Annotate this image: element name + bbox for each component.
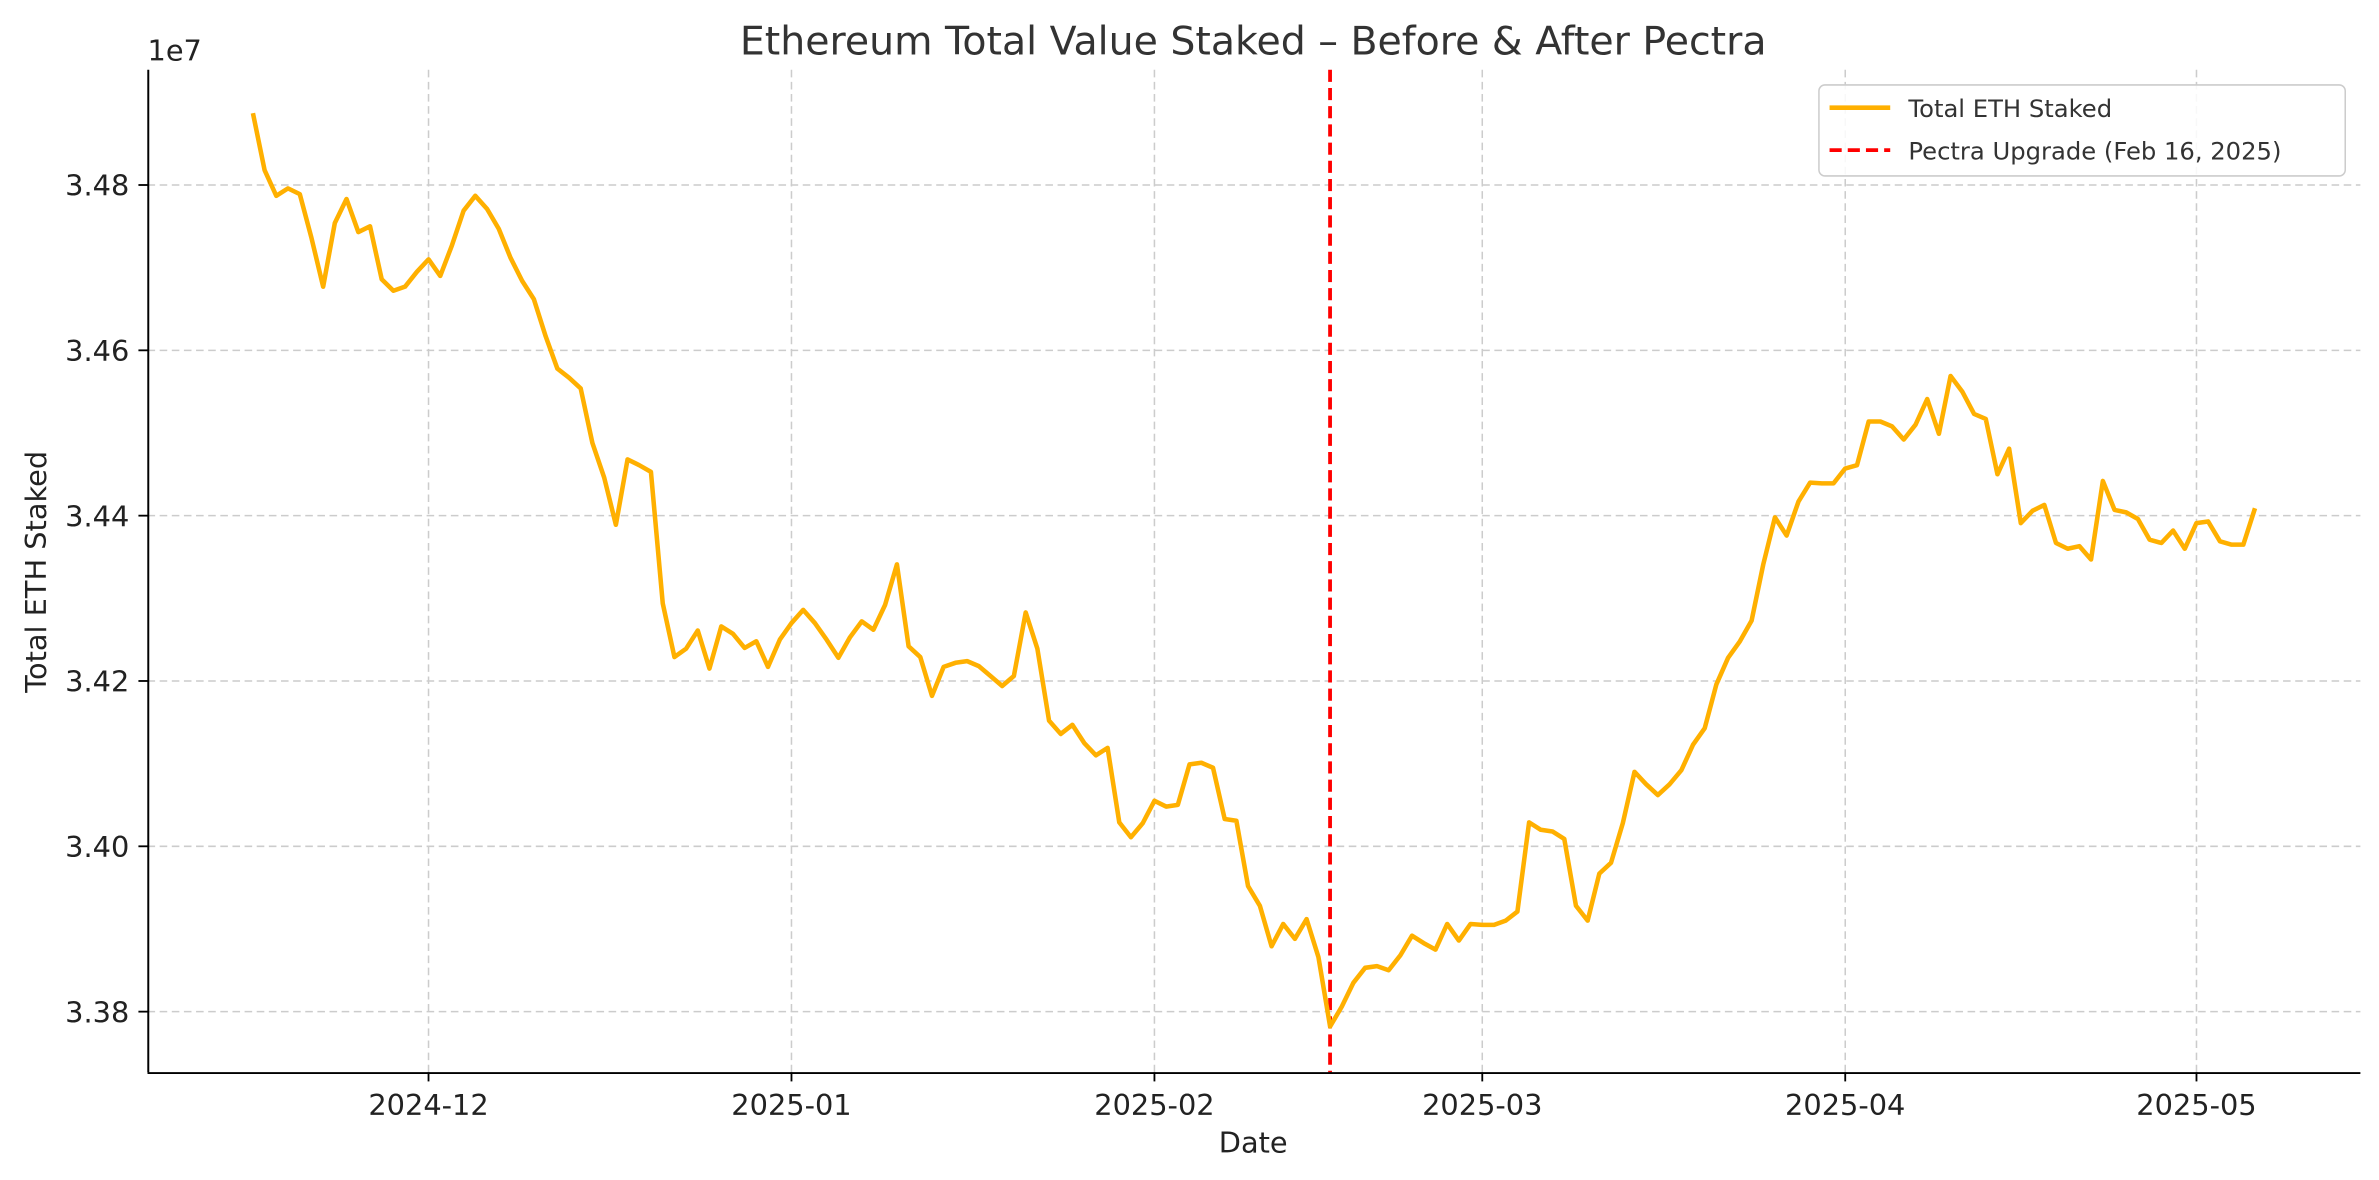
legend-label-pectra: Pectra Upgrade (Feb 16, 2025) (1908, 136, 2281, 165)
x-tick-label: 2025-05 (2136, 1088, 2256, 1122)
x-axis: 2024-12 2025-01 2025-02 2025-03 2025-04 2025-… (368, 1072, 2257, 1122)
legend-label-series: Total ETH Staked (1907, 94, 2112, 123)
legend-box (1818, 84, 2346, 177)
x-tick-label: 2025-03 (1422, 1088, 1542, 1122)
y-tick-label: 3.42 (65, 665, 129, 699)
y-tick-label: 3.44 (65, 499, 129, 533)
series-group (250, 112, 2258, 1029)
x-tick-label: 2025-02 (1094, 1088, 1214, 1122)
x-tick-label: 2024-12 (368, 1088, 488, 1122)
grid (147, 69, 2361, 1073)
y-tick-label: 3.38 (65, 995, 129, 1029)
x-tick-label: 2025-04 (1785, 1088, 1905, 1122)
chart-title: Ethereum Total Value Staked – Before & A… (740, 19, 1767, 65)
y-axis: 3.38 3.40 3.42 3.44 3.46 3.48 (65, 169, 148, 1029)
series-line-total-eth-staked (250, 112, 2258, 1029)
y-offset-label: 1e7 (148, 34, 202, 68)
y-tick-label: 3.48 (65, 169, 129, 203)
y-axis-label: Total ETH Staked (19, 451, 53, 694)
x-axis-label: Date (1219, 1126, 1288, 1160)
x-tick-label: 2025-01 (731, 1088, 851, 1122)
y-tick-label: 3.46 (65, 334, 129, 368)
y-tick-label: 3.40 (65, 830, 129, 864)
legend: Total ETH Staked Pectra Upgrade (Feb 16,… (1818, 84, 2346, 177)
